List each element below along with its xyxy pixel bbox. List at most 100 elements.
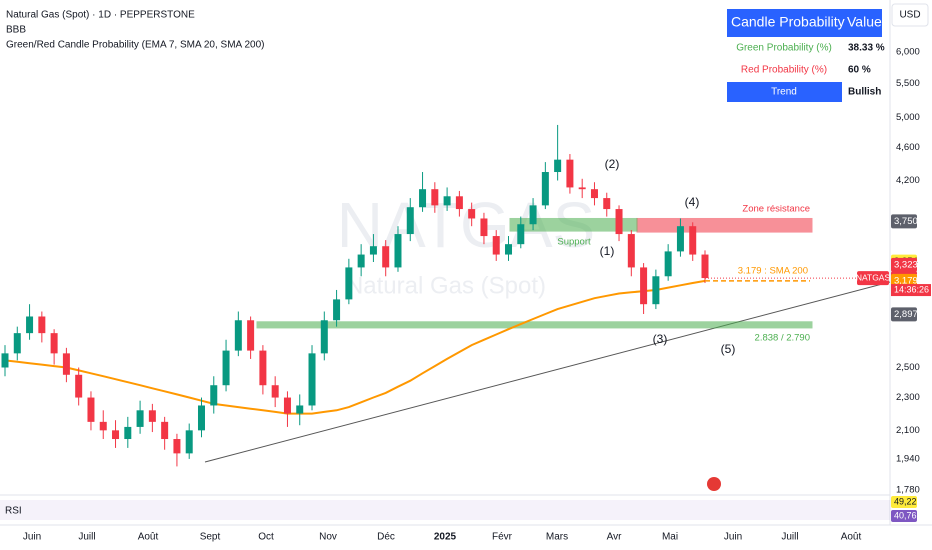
rsi-label: RSI xyxy=(5,506,22,517)
countdown: 14:36:26 xyxy=(894,284,929,294)
x-tick-label: Nov xyxy=(319,532,337,543)
candle-body xyxy=(136,410,144,427)
y-tick-label: 4,200 xyxy=(896,175,920,186)
candle-body xyxy=(394,234,402,268)
candle-body xyxy=(369,246,377,255)
rsi-tag xyxy=(891,510,917,522)
candle-body xyxy=(640,267,648,305)
indicator-label: BBB xyxy=(6,25,26,36)
candle-body xyxy=(603,198,611,210)
price-tag xyxy=(891,257,917,272)
candle-body xyxy=(590,189,598,199)
candle-body xyxy=(308,353,316,406)
table-header-cell: Candle Probability xyxy=(731,14,845,30)
candle-body xyxy=(124,426,132,440)
candle-body xyxy=(87,397,95,422)
candle-body xyxy=(148,410,156,422)
table-cell: 38.33 % xyxy=(848,43,885,54)
y-tick-label: 6,000 xyxy=(896,46,920,57)
x-tick-label: Juin xyxy=(23,532,41,543)
price-tag-label: 3,750 xyxy=(894,216,918,227)
x-tick-label: Juill xyxy=(781,532,798,543)
candle-body xyxy=(234,320,242,351)
candle-body xyxy=(664,251,672,277)
y-tick-label: 4,600 xyxy=(896,142,920,153)
y-tick-label: 5,500 xyxy=(896,78,920,89)
candle-body xyxy=(455,196,463,210)
symbol-tag[interactable] xyxy=(857,271,889,286)
candle-body xyxy=(333,299,341,321)
candle-body xyxy=(197,405,205,431)
table-header-cell: Value xyxy=(847,14,882,30)
rsi-tag xyxy=(891,496,917,508)
x-tick-label: Mai xyxy=(662,532,678,543)
y-tick-label: 1,940 xyxy=(896,453,920,464)
table-cell: 60 % xyxy=(848,65,871,76)
candle-body xyxy=(492,236,500,255)
candle-body xyxy=(468,209,476,219)
candle-body xyxy=(271,385,279,398)
rsi-tag-label: 49,22 xyxy=(894,496,917,506)
y-tick-label: 2,100 xyxy=(896,425,920,436)
x-tick-label: Juin xyxy=(724,532,742,543)
watermark-sub: Natural Gas (Spot) xyxy=(346,272,546,299)
price-tag-label: 3,179 xyxy=(894,275,918,286)
x-tick-label: Mars xyxy=(546,532,568,543)
x-tick-label: Déc xyxy=(377,532,395,543)
sma-line xyxy=(4,279,706,415)
candle-body xyxy=(320,320,328,354)
candle-body xyxy=(566,159,574,188)
candle-body xyxy=(283,397,291,414)
candle-body xyxy=(652,276,660,305)
candle-body xyxy=(112,430,120,440)
candle-body xyxy=(627,234,635,268)
candle-body xyxy=(345,267,353,300)
candle-body xyxy=(75,374,83,398)
trend-line-dark xyxy=(204,281,891,463)
symbol-tag-label: NATGAS xyxy=(856,272,891,282)
x-tick-label: Oct xyxy=(258,532,274,543)
candle-body xyxy=(13,333,21,354)
x-tick-label: Avr xyxy=(607,532,622,543)
price-tag-label: 2,897 xyxy=(894,309,918,320)
y-tick-label: 1,780 xyxy=(896,484,920,495)
candle-body xyxy=(357,254,365,268)
x-tick-label: Févr xyxy=(492,532,513,543)
currency-box[interactable] xyxy=(891,3,929,27)
wave-label: (4) xyxy=(685,195,700,209)
candle-body xyxy=(578,187,586,190)
candle-body xyxy=(431,189,439,206)
candle-body xyxy=(701,254,709,279)
rsi-tag-label: 40,76 xyxy=(894,510,917,520)
candle-body xyxy=(173,439,181,454)
zone xyxy=(256,321,813,329)
wave-label: (5) xyxy=(721,342,736,356)
x-tick-label: Juill xyxy=(78,532,95,543)
candle-body xyxy=(529,205,537,225)
zone-label: Zone résistance xyxy=(742,204,810,215)
candle-body xyxy=(26,316,34,334)
candle-body xyxy=(676,226,684,252)
candle-body xyxy=(247,320,255,351)
event-icon[interactable] xyxy=(707,477,721,491)
currency: USD xyxy=(899,10,920,21)
wave-label: (3) xyxy=(653,332,668,346)
candle-body xyxy=(259,350,267,386)
y-tick-label: 5,000 xyxy=(896,112,920,123)
price-tag xyxy=(891,307,917,322)
candle-body xyxy=(50,333,58,354)
candle-body xyxy=(443,196,451,206)
wave-label: (2) xyxy=(605,157,620,171)
table-header xyxy=(727,9,882,37)
candle-body xyxy=(1,353,9,368)
zone-label: 2.838 / 2.790 xyxy=(755,333,810,344)
y-tick-label: 2,300 xyxy=(896,392,920,403)
candle-body xyxy=(99,421,107,431)
candle-body xyxy=(419,189,427,208)
price-tag xyxy=(891,214,917,229)
table-cell: Bullish xyxy=(848,87,881,98)
candle-body xyxy=(296,405,304,414)
x-tick-label: 2025 xyxy=(434,532,457,543)
candle-body xyxy=(222,350,230,386)
